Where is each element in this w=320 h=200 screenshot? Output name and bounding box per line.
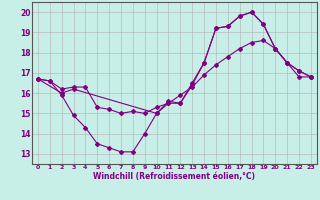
X-axis label: Windchill (Refroidissement éolien,°C): Windchill (Refroidissement éolien,°C)	[93, 172, 255, 181]
